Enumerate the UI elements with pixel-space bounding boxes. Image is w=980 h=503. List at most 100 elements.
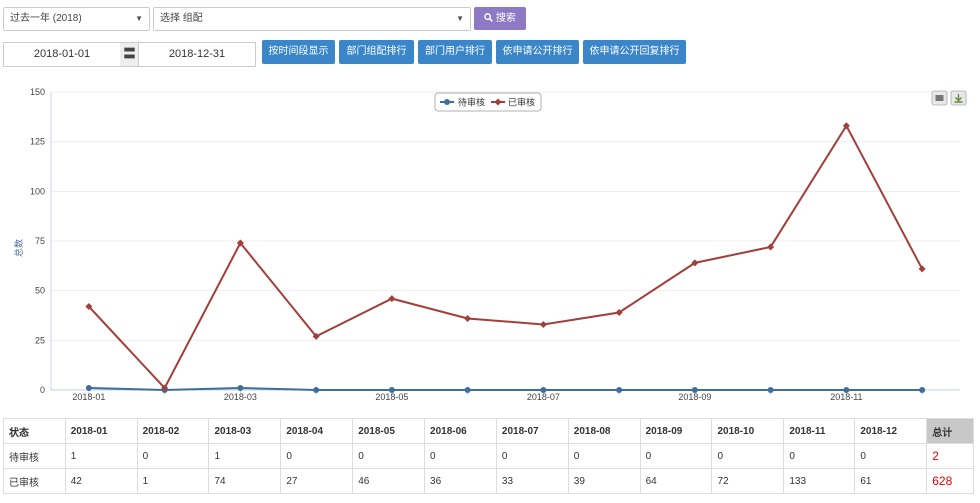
period-select-value: 过去一年 (2018) (10, 13, 82, 24)
dept-group-rank-label: 部门组配排行 (346, 46, 407, 57)
start-date-input[interactable]: 2018-01-01 (3, 42, 121, 67)
data-point-pending (919, 387, 926, 393)
status-header: 状态 (3, 418, 66, 444)
chart-series (85, 122, 926, 393)
by-period-button[interactable]: 按时间段显示 (262, 40, 335, 64)
period-select[interactable]: 过去一年 (2018) ▼ (3, 7, 150, 31)
data-point-reviewed (691, 259, 699, 267)
table-cell: 1 (64, 443, 138, 469)
table-cell: 0 (639, 443, 713, 469)
table-cell: 0 (280, 443, 354, 469)
chevron-down-icon: ▼ (135, 14, 143, 23)
data-point-pending (843, 387, 850, 393)
row-total: 628 (926, 468, 974, 494)
table-cell: 0 (136, 443, 210, 469)
data-point-reviewed (539, 320, 547, 328)
table-cell: 74 (208, 468, 282, 494)
data-point-pending (313, 387, 320, 393)
data-point-pending (237, 385, 244, 392)
table-cell: 46 (352, 468, 426, 494)
end-date-input[interactable]: 2018-12-31 (138, 42, 256, 67)
line-chart: 0 25 50 75 100 125 150 2018-01 2018-03 2018-05 201… (13, 87, 967, 402)
month-header: 2018-05 (352, 418, 426, 444)
legend-marker-pending (444, 99, 450, 105)
x-tick-label: 2018-07 (527, 392, 560, 402)
data-point-reviewed (85, 303, 93, 311)
search-icon (484, 13, 493, 22)
data-point-reviewed (236, 239, 244, 247)
printer-icon (935, 95, 944, 101)
chart-legend: 待审核 已审核 (434, 92, 542, 112)
y-tick-label: 100 (30, 186, 45, 196)
table-cell: 0 (495, 443, 569, 469)
dept-user-rank-button[interactable]: 部门用户排行 (418, 40, 492, 64)
dept-user-rank-label: 部门用户排行 (425, 46, 485, 57)
table-cell: 36 (424, 468, 497, 494)
table-cell: 0 (783, 443, 856, 469)
month-header: 2018-01 (64, 418, 138, 444)
download-icon (954, 94, 963, 103)
table-cell: 0 (854, 443, 928, 469)
x-tick-label: 2018-03 (224, 392, 257, 402)
table-cell: 0 (567, 443, 641, 469)
data-point-pending (540, 387, 547, 393)
table-cell: 33 (495, 468, 569, 494)
month-header: 2018-02 (136, 418, 210, 444)
chevron-down-icon: ▼ (456, 14, 464, 23)
chart-grid (51, 91, 960, 341)
month-header: 2018-08 (567, 418, 641, 444)
date-range-separator: 〓 (120, 42, 139, 67)
data-point-reviewed (312, 332, 320, 340)
group-select[interactable]: 选择 组配 ▼ (153, 7, 471, 31)
public-reply-rank-button[interactable]: 依申请公开回复排行 (583, 40, 686, 64)
table-row: 待审核 1 0 1 0 0 0 0 0 0 0 0 0 2 (3, 443, 974, 469)
public-request-rank-label: 依申请公开排行 (502, 46, 573, 57)
data-point-reviewed (918, 265, 926, 273)
search-button-label: 搜索 (495, 13, 516, 24)
table-cell: 0 (711, 443, 785, 469)
y-tick-label: 0 (40, 385, 45, 395)
data-point-reviewed (161, 384, 169, 392)
start-date-value: 2018-01-01 (33, 48, 91, 60)
table-cell: 1 (136, 468, 210, 494)
y-tick-label: 25 (35, 335, 45, 345)
x-tick-label: 2018-01 (72, 392, 105, 402)
table-cell: 39 (567, 468, 641, 494)
data-point-pending (616, 387, 623, 393)
data-point-reviewed (615, 309, 623, 317)
total-header: 总计 (926, 418, 974, 444)
by-period-label: 按时间段显示 (268, 46, 329, 57)
table-cell: 133 (783, 468, 856, 494)
legend-marker-reviewed (494, 98, 502, 106)
y-tick-label: 150 (30, 87, 45, 97)
table-cell: 1 (208, 443, 282, 469)
data-point-reviewed (464, 314, 472, 322)
series-line-pending (88, 387, 923, 392)
table-cell: 0 (424, 443, 497, 469)
row-label: 待审核 (3, 443, 66, 469)
month-header: 2018-11 (783, 418, 856, 444)
legend-label-pending: 待审核 (458, 97, 485, 108)
export-button[interactable] (950, 90, 967, 106)
y-tick-label: 125 (30, 137, 45, 147)
month-header: 2018-07 (495, 418, 569, 444)
table-cell: 27 (280, 468, 354, 494)
table-cell: 0 (352, 443, 426, 469)
dept-group-rank-button[interactable]: 部门组配排行 (339, 40, 414, 64)
data-point-reviewed (842, 122, 850, 130)
x-tick-label: 2018-11 (830, 392, 862, 402)
public-request-rank-button[interactable]: 依申请公开排行 (496, 40, 579, 64)
chart-axes: 0 25 50 75 100 125 150 2018-01 2018-03 2018-05 201… (30, 87, 960, 402)
table-cell: 42 (64, 468, 138, 494)
month-header: 2018-03 (208, 418, 282, 444)
y-axis-label: 总数 (13, 239, 24, 257)
table-header-row: 状态 2018-01 2018-02 2018-03 2018-04 2018-… (3, 418, 974, 444)
table-row: 已审核 42 1 74 27 46 36 33 39 64 72 133 61 … (3, 468, 974, 494)
search-button[interactable]: 搜索 (474, 7, 526, 30)
month-header: 2018-04 (280, 418, 354, 444)
print-button[interactable] (931, 90, 948, 106)
series-line-reviewed (88, 123, 924, 390)
row-label: 已审核 (3, 468, 66, 494)
data-point-reviewed (767, 243, 775, 251)
date-separator-glyph: 〓 (122, 46, 136, 61)
